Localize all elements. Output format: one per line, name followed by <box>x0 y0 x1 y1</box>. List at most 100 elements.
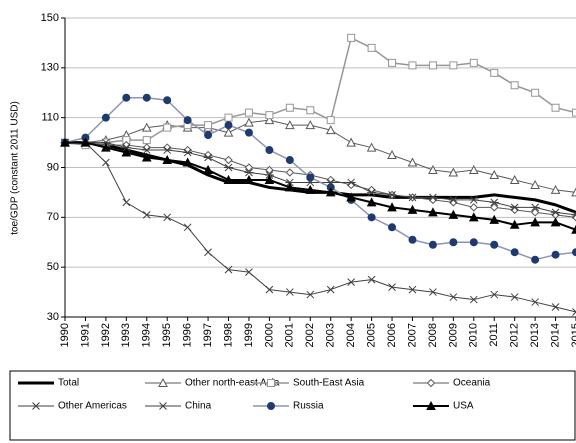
data-point <box>142 210 151 219</box>
x-tick-label: 1995 <box>161 323 173 347</box>
data-point <box>306 290 315 299</box>
x-tick-label: 2009 <box>447 323 459 347</box>
x-tick-label: 2002 <box>304 323 316 347</box>
data-point <box>387 191 397 199</box>
data-point <box>264 174 275 184</box>
legend-marker <box>159 402 167 410</box>
data-point <box>101 142 111 152</box>
x-tick-label: 2014 <box>549 323 561 347</box>
legend-marker <box>31 402 41 410</box>
y-tick-label: 90 <box>47 161 59 173</box>
x-tick-label: 2001 <box>284 323 296 347</box>
data-point <box>408 285 417 294</box>
data-point <box>530 208 540 217</box>
data-point <box>510 293 519 301</box>
data-point <box>407 193 417 202</box>
series-line <box>64 96 576 261</box>
data-point <box>183 145 192 155</box>
x-tick-label: 2000 <box>263 323 275 347</box>
data-point <box>244 128 253 137</box>
data-point <box>223 174 234 184</box>
data-point <box>347 33 356 42</box>
x-tick-label: 1999 <box>243 323 255 347</box>
data-point <box>367 188 377 197</box>
data-point <box>346 137 356 147</box>
data-point <box>203 153 213 162</box>
legend-marker <box>267 379 275 387</box>
data-point <box>448 209 459 219</box>
data-point <box>408 235 417 244</box>
data-point <box>245 268 253 277</box>
data-point <box>530 179 540 189</box>
data-point <box>347 278 356 286</box>
legend-label: Total <box>58 378 79 389</box>
data-point <box>224 265 233 274</box>
data-point <box>449 293 458 301</box>
data-point <box>122 93 131 102</box>
data-point <box>285 103 294 112</box>
x-tick-label: 2013 <box>529 323 541 347</box>
data-point <box>265 165 274 175</box>
data-point <box>325 125 336 135</box>
data-point <box>142 136 151 145</box>
data-point <box>448 196 458 204</box>
data-point <box>142 146 152 154</box>
legend-label: Oceania <box>453 378 491 389</box>
data-point <box>204 248 212 257</box>
legend-label: China <box>185 401 212 412</box>
data-point <box>489 214 500 224</box>
data-point <box>121 147 132 157</box>
data-point <box>182 157 193 167</box>
data-point <box>203 164 213 174</box>
x-tick-label: 1991 <box>79 323 91 347</box>
data-point <box>265 285 274 294</box>
data-point <box>305 184 316 194</box>
data-point <box>265 146 274 155</box>
data-point <box>367 43 376 52</box>
data-point <box>326 285 335 294</box>
data-point <box>326 116 335 125</box>
data-point <box>141 122 152 132</box>
x-tick-label: 2007 <box>406 323 418 347</box>
x-tick-label: 2004 <box>345 323 357 347</box>
data-point <box>142 93 151 102</box>
x-tick-label: 2005 <box>366 323 378 347</box>
data-point <box>489 169 500 179</box>
data-point <box>407 157 418 167</box>
data-point <box>510 203 520 212</box>
data-point <box>142 143 151 152</box>
data-point <box>265 111 274 120</box>
data-point <box>224 121 233 130</box>
x-tick-label: 1996 <box>182 323 194 347</box>
data-point <box>244 174 254 184</box>
data-point <box>224 113 233 122</box>
data-point <box>510 248 519 257</box>
data-point <box>285 288 294 296</box>
x-tick-label: 2010 <box>468 323 480 347</box>
data-point <box>162 154 173 165</box>
data-point <box>285 120 295 130</box>
legend-marker <box>266 402 276 410</box>
data-point <box>325 187 336 197</box>
data-point <box>509 174 520 184</box>
data-point <box>490 203 499 212</box>
legend-label: Other north-east Asia <box>185 378 280 389</box>
data-point <box>204 121 213 130</box>
data-point <box>428 61 437 70</box>
y-axis-label: toe/GDP (constant 2011 USD) <box>10 101 21 235</box>
data-point <box>550 184 561 194</box>
data-point <box>122 136 131 145</box>
series-line <box>65 142 576 313</box>
data-point <box>163 96 172 105</box>
data-point <box>449 61 458 70</box>
data-point <box>60 137 70 147</box>
legend-marker <box>426 400 436 410</box>
data-point <box>469 203 479 212</box>
data-point <box>469 58 478 67</box>
data-point <box>468 212 479 222</box>
data-point <box>469 238 478 247</box>
legend-label: Other Americas <box>58 401 127 412</box>
data-point <box>387 202 397 212</box>
series-line <box>65 141 576 231</box>
